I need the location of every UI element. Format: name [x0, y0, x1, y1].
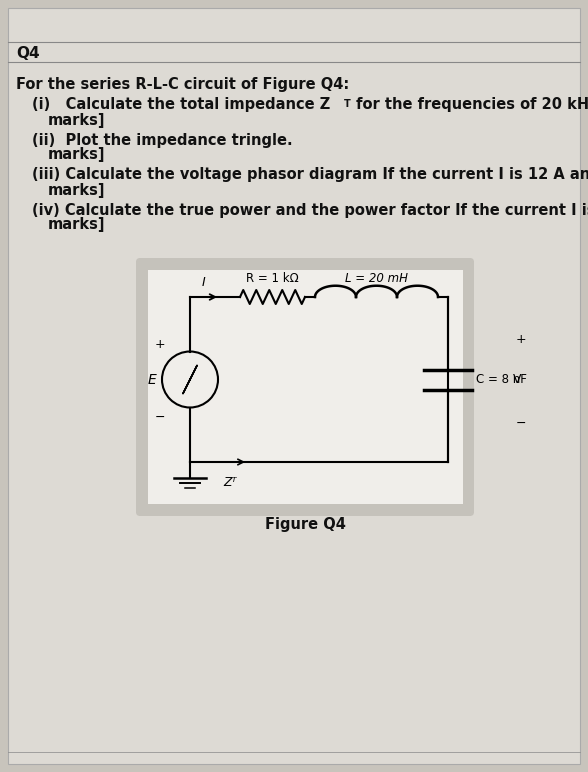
Text: R = 1 kΩ: R = 1 kΩ	[246, 273, 299, 286]
Text: (ii)  Plot the impedance tringle.: (ii) Plot the impedance tringle.	[32, 133, 293, 147]
Text: C = 8 nF: C = 8 nF	[476, 373, 527, 386]
Text: T: T	[344, 99, 351, 109]
Text: for the frequencies of 20 kHz.: for the frequencies of 20 kHz.	[351, 96, 588, 111]
Text: Figure Q4: Figure Q4	[265, 516, 345, 531]
Text: marks]: marks]	[48, 113, 105, 127]
Text: L = 20 mH: L = 20 mH	[345, 273, 408, 286]
Text: −: −	[155, 411, 165, 424]
Text: For the series R-L-C circuit of Figure Q4:: For the series R-L-C circuit of Figure Q…	[16, 76, 349, 92]
Text: (iv) Calculate the true power and the power factor If the current I is 12 A.: (iv) Calculate the true power and the po…	[32, 202, 588, 218]
FancyBboxPatch shape	[136, 258, 474, 516]
Text: Q4: Q4	[16, 46, 39, 60]
Text: +: +	[155, 338, 166, 351]
Text: (iii) Calculate the voltage phasor diagram If the current I is 12 A and plot it.: (iii) Calculate the voltage phasor diagr…	[32, 168, 588, 182]
Text: −: −	[516, 417, 526, 430]
Text: Zᵀ: Zᵀ	[223, 476, 237, 489]
Text: +: +	[516, 333, 527, 346]
Text: (i)   Calculate the total impedance Z: (i) Calculate the total impedance Z	[32, 96, 330, 111]
Text: E: E	[148, 373, 157, 387]
Bar	[148, 270, 463, 504]
Text: marks]: marks]	[48, 182, 105, 198]
Text: marks]: marks]	[48, 218, 105, 232]
Text: I: I	[202, 276, 206, 290]
Text: V⁣: V⁣	[513, 373, 522, 386]
Text: marks]: marks]	[48, 147, 105, 162]
